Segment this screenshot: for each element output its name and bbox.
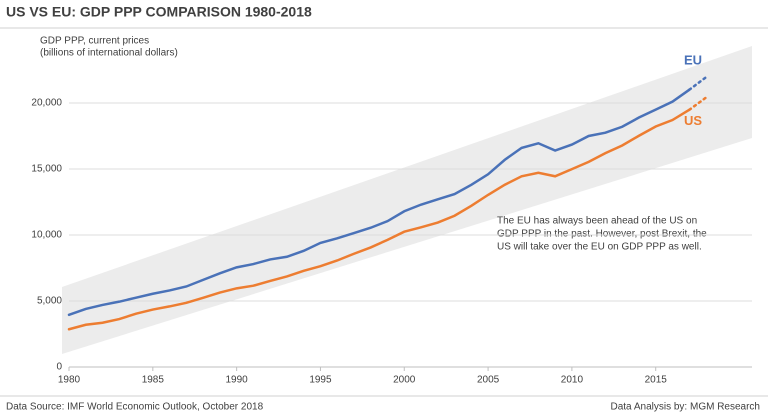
annotation: The EU has always been ahead of the US o… xyxy=(497,216,697,227)
x-tick-label: 2015 xyxy=(645,375,668,386)
y-tick-label: 10,000 xyxy=(31,230,62,241)
projection-line xyxy=(687,76,708,92)
y-tick-label: 20,000 xyxy=(31,98,62,109)
projection-line xyxy=(687,96,708,112)
x-tick-label: 2010 xyxy=(561,375,584,386)
x-tick-label: 1985 xyxy=(142,375,165,386)
series-line xyxy=(67,108,691,331)
trend-band xyxy=(62,46,752,354)
series-label: US xyxy=(684,113,702,128)
annotation: GDP PPP in the past. However, post Brexi… xyxy=(497,229,707,240)
y-tick-label: 0 xyxy=(56,362,62,373)
x-tick-label: 1995 xyxy=(309,375,332,386)
source: Data Source: IMF World Economic Outlook,… xyxy=(6,402,264,413)
y-axis-label: (billions of international dollars) xyxy=(40,48,178,59)
x-tick-label: 1980 xyxy=(58,375,81,386)
annotation: US will take over the EU on GDP PPP as w… xyxy=(497,242,702,253)
credit: Data Analysis by: MGM Research xyxy=(611,402,761,413)
y-tick-label: 5,000 xyxy=(37,296,62,307)
x-tick-label: 1990 xyxy=(226,375,249,386)
y-tick-label: 15,000 xyxy=(31,164,62,175)
series-label: EU xyxy=(684,53,702,68)
series-line xyxy=(67,88,691,317)
y-axis-label: GDP PPP, current prices xyxy=(40,36,149,47)
chart-title: US VS EU: GDP PPP COMPARISON 1980-2018 xyxy=(6,4,312,20)
x-tick-label: 2000 xyxy=(393,375,416,386)
x-tick-label: 2005 xyxy=(477,375,500,386)
